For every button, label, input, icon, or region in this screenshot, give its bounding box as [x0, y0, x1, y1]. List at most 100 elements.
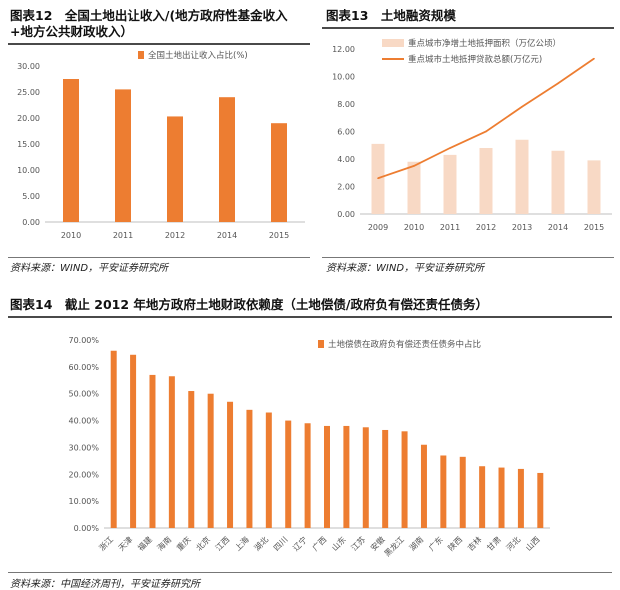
chart13-xtick-label: 2010: [404, 223, 424, 232]
chart14-xtick-label: 广东: [426, 534, 444, 552]
chart14-xtick-label: 山西: [523, 534, 541, 552]
chart13-bar: [443, 154, 457, 214]
chart14-xtick-label: 海南: [155, 534, 173, 552]
chart13-legend-swatch: [382, 39, 404, 47]
chart12-xtick-label: 2014: [217, 231, 237, 240]
chart12-ytick-label: 10.00: [17, 166, 40, 175]
chart13-bar: [479, 148, 493, 214]
chart13-bar: [551, 150, 565, 214]
chart12-source-rule: [8, 257, 310, 258]
chart13-source: 资料来源：WIND，平安证券研究所: [326, 263, 485, 274]
chart13-ytick-label: 12.00: [332, 45, 355, 54]
chart13-ytick-label: 2.00: [337, 183, 355, 192]
chart14-ytick-label: 50.00%: [68, 390, 99, 399]
chart13-line-point: [449, 147, 451, 149]
chart14-ytick-label: 40.00%: [68, 417, 99, 426]
chart14-ytick-label: 70.00%: [68, 336, 99, 345]
chart12-bar: [271, 123, 287, 222]
chart12-title: 图表12 全国土地出让收入/(地方政府性基金收入+地方公共财政收入）: [10, 8, 288, 39]
chart12-bar: [115, 89, 131, 223]
chart14-ytick-label: 0.00%: [74, 524, 100, 533]
chart12-ytick-label: 20.00: [17, 114, 40, 123]
chart13-ytick-label: 8.00: [337, 100, 355, 109]
chart14-bar: [110, 350, 117, 528]
chart12-ytick-label: 25.00: [17, 88, 40, 97]
chart14-bar: [382, 429, 389, 528]
chart14-ytick-label: 20.00%: [68, 470, 99, 479]
chart14-bar: [227, 401, 234, 528]
chart13-line-point: [377, 177, 379, 180]
chart13-line-point: [593, 57, 595, 60]
chart14-xtick-label: 河北: [504, 534, 522, 552]
chart14-bar: [420, 444, 427, 528]
chart14-xtick-label: 四川: [272, 535, 290, 553]
chart14-title-rule: [8, 316, 612, 318]
chart12-ytick-label: 0.00: [22, 218, 40, 227]
chart14-legend-swatch: [318, 340, 324, 348]
chart13-bar: [407, 161, 421, 214]
chart14-source-rule: [8, 572, 612, 573]
chart14-xtick-label: 吉林: [465, 534, 483, 552]
chart13-title-rule: [322, 27, 614, 29]
chart14-bar: [149, 374, 156, 528]
chart13-line-point: [485, 130, 487, 133]
chart13-legend-label: 重点城市土地抵押贷款总额(万亿元): [408, 54, 542, 65]
chart14-xtick-label: 上海: [232, 534, 250, 552]
chart14-xtick-label: 重庆: [174, 534, 192, 552]
chart14-source: 资料来源：中国经济周刊，平安证券研究所: [10, 579, 200, 590]
chart12-legend-label: 全国土地出让收入占比(%): [148, 50, 248, 61]
chart14-xtick-label: 陕西: [446, 534, 464, 552]
chart14-xtick-label: 浙江: [97, 534, 115, 552]
chart14-bar: [246, 409, 253, 528]
chart13-ytick-label: 0.00: [337, 210, 355, 219]
chart12-xtick-label: 2015: [269, 231, 289, 240]
chart12-xtick-label: 2011: [113, 231, 133, 240]
chart12-ytick-label: 5.00: [22, 192, 40, 201]
chart14-xtick-label: 湖南: [407, 534, 425, 552]
chart14-bar: [130, 354, 137, 528]
chart14-xtick-label: 山东: [329, 534, 347, 552]
chart13-line-point: [557, 82, 559, 85]
chart14-bar: [362, 427, 369, 528]
chart14-bar: [440, 455, 447, 528]
chart13-legend-label: 重点城市净增土地抵押面积（万亿公顷）: [408, 38, 561, 49]
chart12-bar: [219, 97, 235, 222]
chart13-line-point: [521, 105, 523, 108]
chart14-bar: [498, 467, 505, 528]
chart13-ytick-label: 10.00: [332, 73, 355, 82]
chart13-xtick-label: 2015: [584, 223, 604, 232]
chart14-xtick-label: 江苏: [349, 534, 367, 552]
chart14-ytick-label: 60.00%: [68, 363, 99, 372]
chart12-ytick-label: 30.00: [17, 62, 40, 71]
chart14-ytick-label: 10.00%: [68, 497, 99, 506]
chart13-xtick-label: 2013: [512, 223, 532, 232]
chart14-bar: [479, 466, 486, 528]
chart12-bar: [167, 116, 183, 222]
chart14-bar: [188, 391, 195, 528]
chart13-xtick-label: 2009: [368, 223, 388, 232]
chart14-bar: [207, 393, 214, 528]
chart12-ytick-label: 15.00: [17, 140, 40, 149]
chart14-bar: [459, 456, 466, 528]
chart14-xtick-label: 北京: [194, 534, 212, 552]
chart13-bar: [515, 139, 529, 214]
chart14-bar: [343, 425, 350, 528]
chart14-xtick-label: 福建: [136, 534, 154, 552]
chart13-xtick-label: 2011: [440, 223, 460, 232]
chart14-xtick-label: 天津: [116, 534, 134, 552]
chart14-bar: [168, 376, 175, 528]
chart13-xtick-label: 2012: [476, 223, 496, 232]
chart14-bar: [285, 420, 292, 528]
chart13-xtick-label: 2014: [548, 223, 568, 232]
chart14-bar: [517, 468, 524, 528]
chart13-source-rule: [322, 257, 614, 258]
chart14-legend-label: 土地偿债在政府负有偿还责任债务中占比: [328, 339, 481, 350]
chart14-bar: [324, 425, 330, 528]
chart14-bar: [265, 412, 272, 528]
chart14-ytick-label: 30.00%: [68, 443, 99, 452]
chart13-ytick-label: 6.00: [337, 128, 355, 137]
chart14-bar: [304, 423, 311, 528]
chart12-legend-swatch: [138, 51, 144, 59]
chart14-xtick-label: 黑龙江: [382, 534, 406, 558]
chart14-bar: [537, 472, 544, 528]
